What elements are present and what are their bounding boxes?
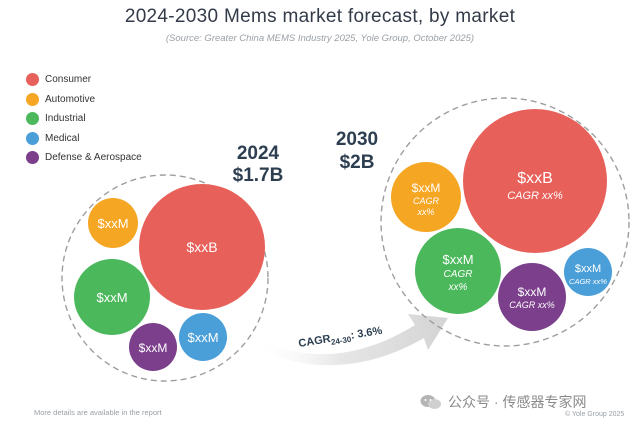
wechat-icon bbox=[420, 395, 441, 409]
legend-item-industrial: Industrial bbox=[26, 109, 142, 129]
chart-subtitle: (Source: Greater China MEMS Industry 202… bbox=[165, 33, 475, 44]
legend-swatch-automotive bbox=[26, 92, 39, 106]
cagr-prefix: CAGR bbox=[298, 333, 332, 350]
bubble-cagr: CAGR xx% bbox=[507, 190, 563, 202]
bubble-cagr-line: CAGR bbox=[444, 269, 473, 280]
legend-label: Consumer bbox=[45, 74, 92, 86]
bubble-2024-consumer bbox=[139, 184, 265, 310]
bubble-2030-defense-aerospace bbox=[498, 263, 566, 331]
group-boundary-2030 bbox=[380, 97, 630, 347]
bubble-2024-medical bbox=[179, 313, 227, 361]
legend-swatch-medical bbox=[26, 131, 39, 145]
bubble-value: $xxM bbox=[518, 285, 547, 299]
legend-swatch-consumer bbox=[26, 73, 39, 87]
bubble-value: $xxM bbox=[187, 330, 218, 345]
bubble-2024-automotive bbox=[88, 198, 138, 248]
bubble-value: $xxM bbox=[96, 290, 127, 305]
cagr-value: : 3.6% bbox=[350, 325, 383, 342]
legend-swatch-industrial bbox=[26, 112, 39, 126]
group-boundary-2024 bbox=[61, 174, 269, 382]
legend-item-consumer: Consumer bbox=[26, 70, 142, 90]
bubble-value: $xxM bbox=[139, 341, 168, 355]
bubble-2030-industrial bbox=[415, 228, 501, 314]
cagr-arrow bbox=[252, 314, 448, 366]
bubble-cagr-line: xx% bbox=[448, 282, 468, 293]
bubble-value: $xxB bbox=[517, 170, 553, 187]
bubble-value: $xxM bbox=[575, 263, 601, 275]
overall-cagr-label: CAGR24-30: 3.6% bbox=[298, 325, 384, 352]
legend-label: Medical bbox=[45, 132, 80, 144]
legend-swatch-defense-aerospace bbox=[26, 151, 39, 165]
footnote: More details are available in the report bbox=[34, 408, 162, 417]
bubble-2024-industrial bbox=[74, 259, 150, 335]
legend-item-medical: Medical bbox=[26, 129, 142, 149]
legend-label: Defense & Aerospace bbox=[45, 152, 142, 164]
watermark-text: 公众号 · 传感器专家网 bbox=[448, 394, 587, 410]
watermark: 公众号 · 传感器专家网 bbox=[420, 392, 586, 412]
legend-label: Industrial bbox=[45, 113, 86, 125]
legend-label: Automotive bbox=[45, 93, 96, 105]
bubble-value: $xxM bbox=[442, 252, 473, 267]
cagr-subscript: 24-30 bbox=[330, 335, 352, 347]
bubble-2030-consumer bbox=[463, 109, 607, 253]
bubble-cagr-line: CAGR bbox=[413, 196, 440, 206]
legend: Consumer Automotive Industrial Medical D… bbox=[26, 70, 142, 168]
bubble-value: $xxB bbox=[186, 239, 217, 255]
bubble-2030-medical bbox=[564, 248, 612, 296]
bubble-value: $xxM bbox=[97, 216, 128, 231]
year-label-2024: 2024 bbox=[237, 143, 280, 164]
bubble-cagr: CAGR xx% bbox=[509, 300, 555, 310]
bubble-cagr-line: xx% bbox=[416, 207, 434, 217]
bubble-value: $xxM bbox=[412, 181, 441, 195]
total-label-2030: $2B bbox=[340, 152, 375, 173]
legend-item-automotive: Automotive bbox=[26, 90, 142, 110]
chart-title: 2024-2030 Mems market forecast, by marke… bbox=[124, 6, 516, 27]
copyright: © Yole Group 2025 bbox=[565, 411, 625, 418]
bubble-cagr: CAGR xx% bbox=[569, 277, 607, 286]
bubble-2024-defense-aerospace bbox=[129, 323, 177, 371]
bubble-2030-automotive bbox=[391, 162, 461, 232]
total-label-2024: $1.7B bbox=[233, 165, 284, 186]
year-label-2030: 2030 bbox=[336, 129, 378, 150]
legend-item-defense-aerospace: Defense & Aerospace bbox=[26, 148, 142, 168]
